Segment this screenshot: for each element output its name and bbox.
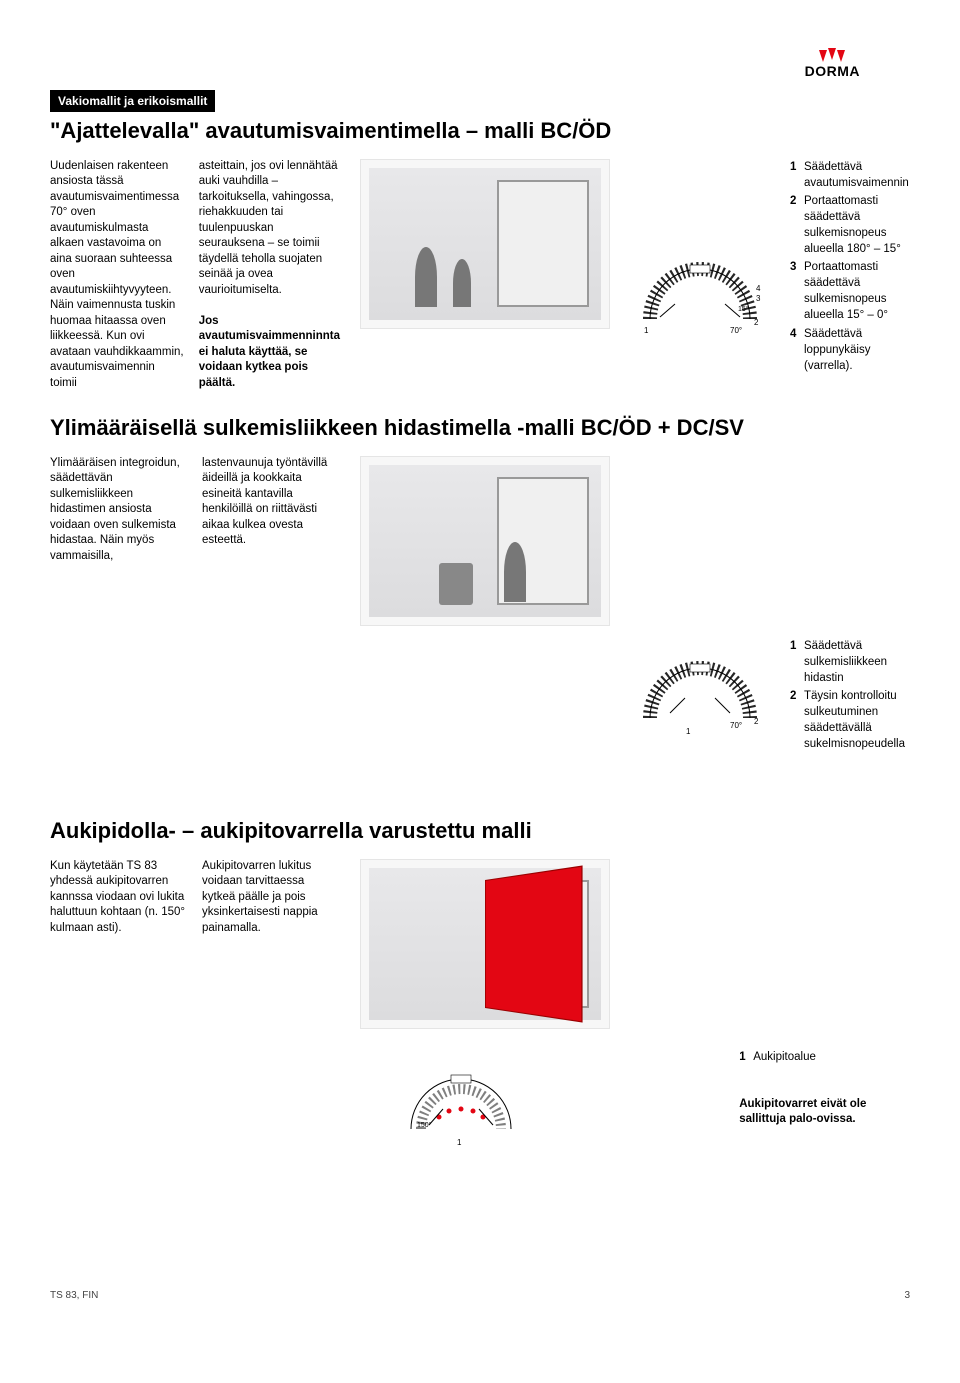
section2-title: Ylimääräisellä sulkemisliikkeen hidastim… <box>50 415 910 441</box>
crown-icon <box>805 48 860 60</box>
section2-col2: lastenvaunuja työntävillä äideillä ja ko… <box>202 456 340 565</box>
svg-text:2: 2 <box>754 318 759 327</box>
section1-col1: Uudenlaisen rakenteen ansiosta tässä ava… <box>50 159 185 392</box>
section3-title: Aukipidolla- – aukipitovarrella varustet… <box>50 818 910 844</box>
svg-text:15°: 15° <box>738 305 749 313</box>
section3-col1: Kun käytetään TS 83 yhdessä aukipitovarr… <box>50 859 188 937</box>
section3-arc-diagram: 150° 1 <box>349 1049 574 1149</box>
section1-title: "Ajattelevalla" avautumisvaimentimella –… <box>50 118 910 144</box>
section1-illustration <box>360 159 610 329</box>
svg-text:1: 1 <box>457 1138 462 1147</box>
svg-text:70°: 70° <box>730 721 742 730</box>
section-badge: Vakiomallit ja erikoismallit <box>50 90 215 112</box>
section1-arc-diagram: 1 2 3 4 15° 70° <box>630 159 770 343</box>
section1-legend: 1Säädettävä avautumisvaimennin 2Portaatt… <box>790 159 910 376</box>
section2-col1: Ylimääräisen integroidun, säädettävän su… <box>50 456 188 565</box>
brand-logo: DORMA <box>805 48 860 81</box>
svg-text:4: 4 <box>756 284 761 293</box>
svg-text:1: 1 <box>686 727 691 736</box>
section3-legend: 1Aukipitoalue <box>739 1049 816 1067</box>
section3-col2: Aukipitovarren lukitus voidaan tarvittae… <box>202 859 340 937</box>
footer-page: 3 <box>904 1289 910 1303</box>
section1-col2b: Jos avautumisvaimmenninnta ei haluta käy… <box>199 315 340 389</box>
brand-name: DORMA <box>805 62 860 81</box>
svg-text:3: 3 <box>756 294 761 303</box>
section1-col2a: asteittain, jos ovi lennähtää auki vauhd… <box>199 160 338 296</box>
section2-arc-diagram: 1 2 70° <box>630 638 770 742</box>
section3-note: Aukipitovarret eivät ole sallittuja palo… <box>739 1097 910 1128</box>
arc1-angle: 70° <box>730 326 742 335</box>
footer-left: TS 83, FIN <box>50 1289 98 1303</box>
section2-illustration <box>360 456 610 626</box>
section3-illustration <box>360 859 610 1029</box>
svg-text:1: 1 <box>644 326 649 335</box>
section2-legend: 1Säädettävä sulkemisliikkeen hidastin 2T… <box>790 638 910 755</box>
svg-text:2: 2 <box>754 717 759 726</box>
